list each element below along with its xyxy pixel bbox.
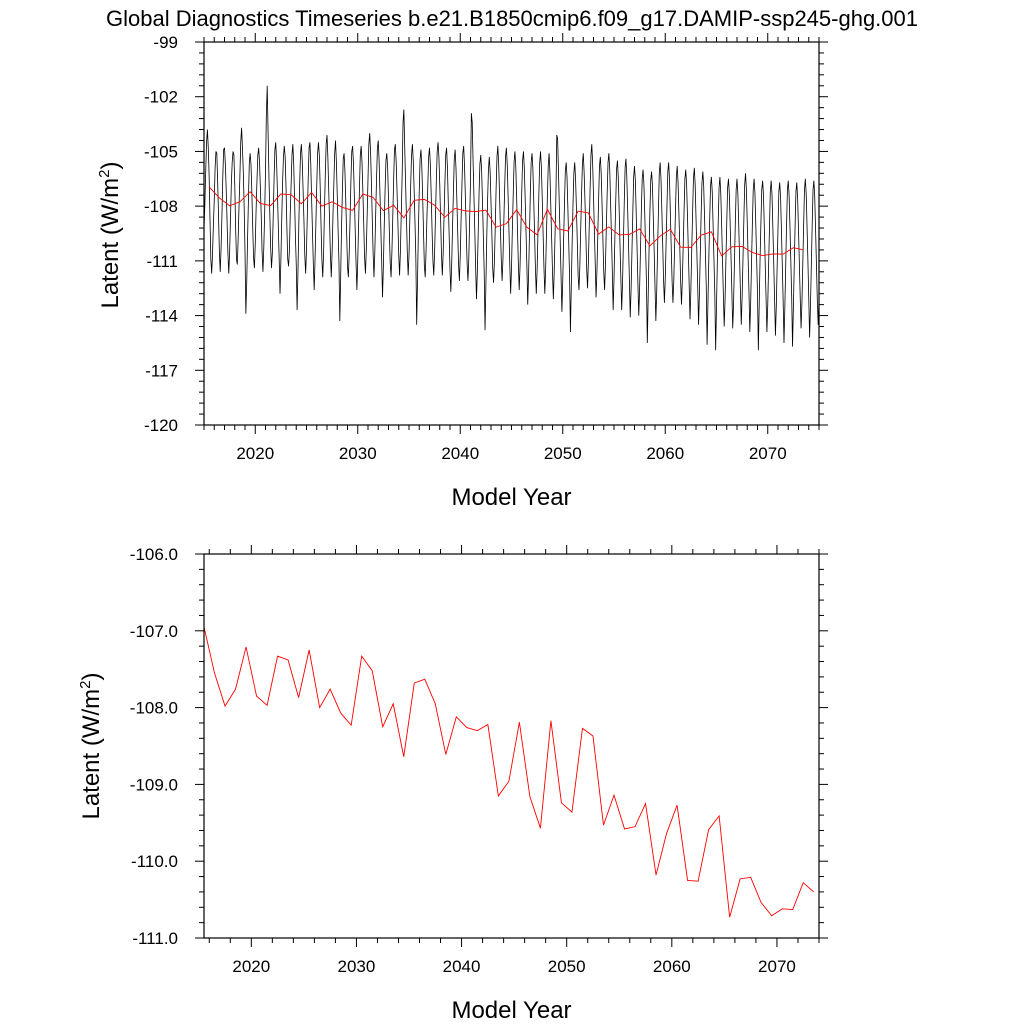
x-tick-label: 2060	[646, 444, 684, 463]
x-tick-label: 2060	[653, 957, 691, 976]
x-tick-label: 2040	[441, 444, 479, 463]
x-tick-label: 2070	[758, 957, 796, 976]
top-chart-ylabel-end: )	[97, 161, 124, 169]
top-chart-ylabel: Latent (W/m2)	[96, 161, 124, 308]
bottom-chart-ylabel: Latent (W/m2)	[77, 672, 105, 819]
x-tick-label: 2070	[749, 444, 787, 463]
figure-title: Global Diagnostics Timeseries b.e21.B185…	[106, 6, 918, 31]
y-tick-label: -114	[145, 307, 178, 326]
annual-mean-line	[204, 626, 815, 918]
y-tick-label: -111	[146, 252, 178, 271]
y-tick-label: -102	[144, 88, 178, 107]
top-chart: Model Year Latent (W/m2) 2020 2030 2040 205…	[96, 33, 828, 511]
y-tick-label: -120	[144, 416, 178, 435]
bottom-chart-ylabel-end: )	[78, 672, 105, 680]
y-tick-label: -99	[153, 33, 178, 52]
top-chart-ylabel-sup: 2	[96, 169, 113, 177]
x-tick-label: 2050	[544, 444, 582, 463]
bottom-chart-ylabel-sup: 2	[77, 680, 94, 688]
top-chart-ylabel-main: Latent (W/m	[97, 178, 124, 309]
y-tick-label: -105	[144, 142, 178, 161]
y-tick-label: -108.0	[130, 699, 178, 718]
y-tick-label: -111.0	[132, 929, 178, 948]
y-tick-label: -107.0	[130, 622, 178, 641]
bottom-chart-xlabel: Model Year	[451, 997, 571, 1024]
y-tick-label: -117	[145, 361, 178, 380]
annual-mean-line	[208, 186, 804, 257]
x-tick-label: 2030	[339, 444, 377, 463]
y-tick-label: -110.0	[131, 852, 178, 871]
x-tick-label: 2050	[548, 957, 586, 976]
x-tick-label: 2030	[338, 957, 376, 976]
x-tick-label: 2020	[232, 957, 270, 976]
plot-frame	[203, 553, 820, 939]
top-chart-xlabel: Model Year	[451, 484, 571, 511]
x-tick-label: 2020	[236, 444, 274, 463]
bottom-chart: Model Year Latent (W/m2) 2020 2030 2040 205…	[77, 545, 828, 1024]
y-tick-label: -108	[144, 197, 178, 216]
y-tick-label: -106.0	[130, 545, 178, 564]
bottom-chart-ylabel-main: Latent (W/m	[78, 689, 105, 820]
x-tick-label: 2040	[443, 957, 481, 976]
y-tick-label: -109.0	[130, 775, 178, 794]
monthly-series-line	[204, 85, 819, 351]
